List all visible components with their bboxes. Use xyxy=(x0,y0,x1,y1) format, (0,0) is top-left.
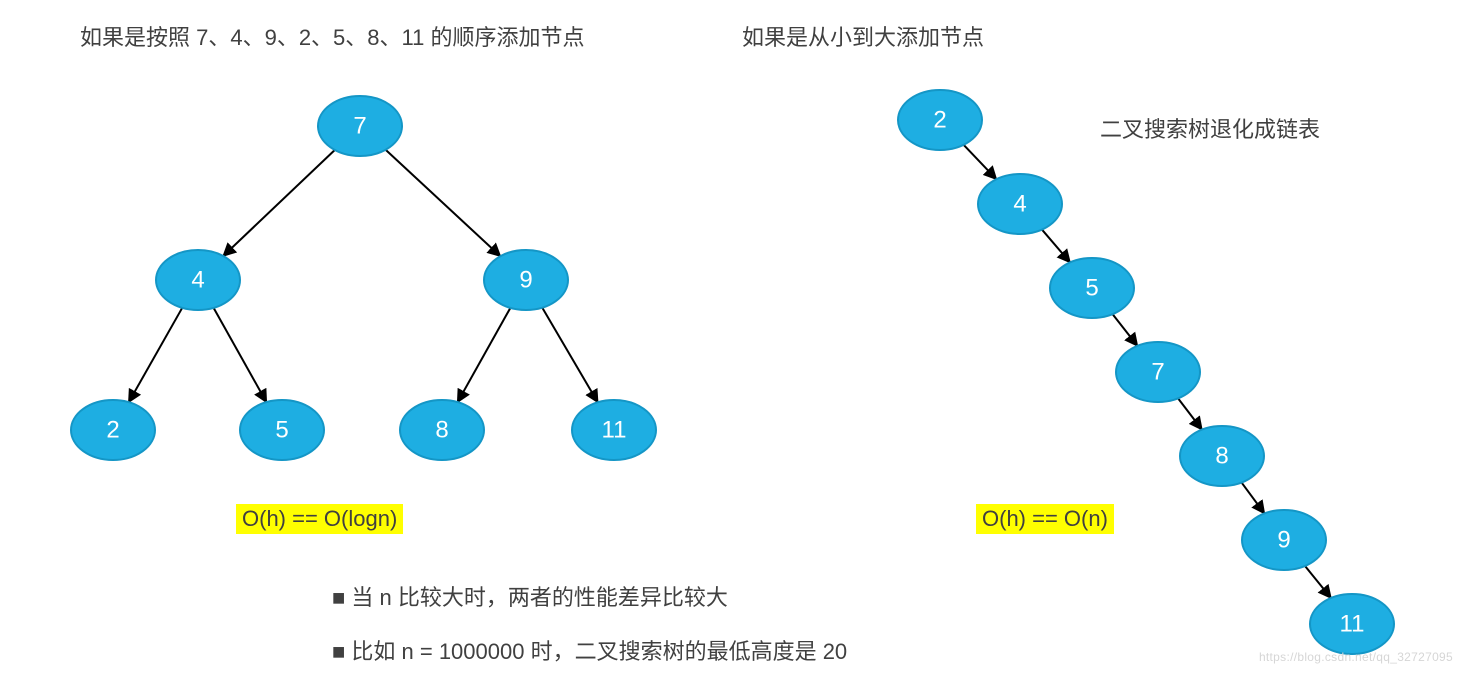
edge xyxy=(542,308,598,403)
tree-node-label: 4 xyxy=(1013,191,1026,218)
tree-node-label: 8 xyxy=(1215,443,1228,470)
tree-node-label: 9 xyxy=(519,267,532,294)
edge xyxy=(964,145,997,179)
tree-node: 8 xyxy=(1180,426,1264,486)
edge xyxy=(223,150,335,256)
left-title: 如果是按照 7、4、9、2、5、8、11 的顺序添加节点 xyxy=(80,20,584,52)
tree-node-label: 7 xyxy=(353,113,366,140)
edge xyxy=(1042,230,1070,263)
tree-node: 5 xyxy=(1050,258,1134,318)
tree-node: 4 xyxy=(978,174,1062,234)
tree-node-label: 2 xyxy=(106,417,119,444)
edge xyxy=(458,308,511,402)
tree-node: 8 xyxy=(400,400,484,460)
tree-node-label: 5 xyxy=(1085,275,1098,302)
bullet-1: 当 n 比较大时，两者的性能差异比较大 xyxy=(332,580,728,612)
edge xyxy=(129,308,182,402)
tree-node-label: 2 xyxy=(933,107,946,134)
edge xyxy=(1178,398,1202,429)
tree-node-label: 7 xyxy=(1151,359,1164,386)
tree-node: 9 xyxy=(1242,510,1326,570)
tree-node-label: 4 xyxy=(191,267,204,294)
page-root: 如果是按照 7、4、9、2、5、8、11 的顺序添加节点 如果是从小到大添加节点… xyxy=(0,0,1465,674)
right-complexity: O(h) == O(n) xyxy=(976,504,1114,534)
tree-node-label: 9 xyxy=(1277,527,1290,554)
tree-node: 11 xyxy=(1310,594,1394,654)
tree-node: 7 xyxy=(1116,342,1200,402)
tree-node-label: 5 xyxy=(275,417,288,444)
right-chain-diagram: 2 4 5 7 8 9 11 xyxy=(870,70,1465,640)
tree-node: 9 xyxy=(484,250,568,310)
tree-node: 11 xyxy=(572,400,656,460)
left-tree-diagram: 7 4 9 2 5 8 11 xyxy=(60,70,760,470)
tree-node: 7 xyxy=(318,96,402,156)
right-title: 如果是从小到大添加节点 xyxy=(742,20,984,52)
edge xyxy=(214,308,267,402)
tree-node: 5 xyxy=(240,400,324,460)
watermark: https://blog.csdn.net/qq_32727095 xyxy=(1259,650,1453,664)
tree-node: 2 xyxy=(71,400,155,460)
edge xyxy=(1113,314,1138,346)
edge xyxy=(1242,483,1265,514)
tree-node: 4 xyxy=(156,250,240,310)
edge xyxy=(1305,566,1331,598)
left-complexity: O(h) == O(logn) xyxy=(236,504,403,534)
edge xyxy=(386,150,501,256)
bullet-2: 比如 n = 1000000 时，二叉搜索树的最低高度是 20 xyxy=(332,634,847,666)
tree-node-label: 11 xyxy=(1340,611,1365,638)
tree-node-label: 8 xyxy=(435,417,448,444)
tree-node-label: 11 xyxy=(602,417,627,444)
tree-node: 2 xyxy=(898,90,982,150)
